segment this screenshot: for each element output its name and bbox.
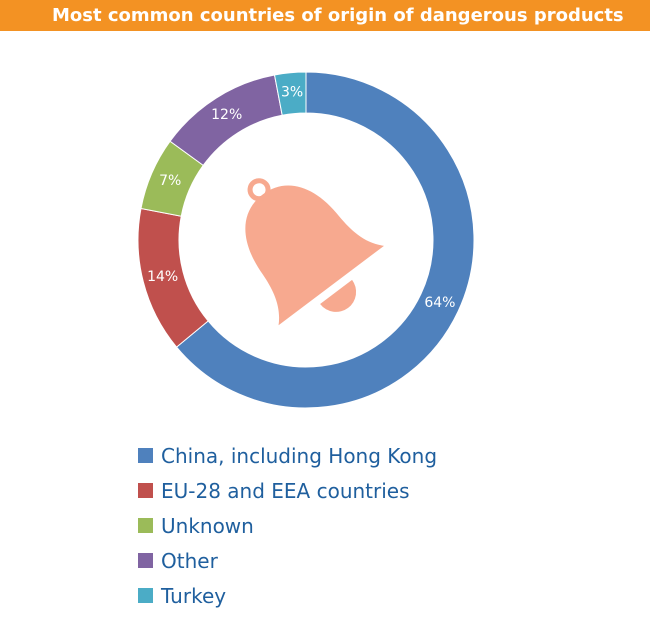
slice-labels: 64% 14% 7% 12% 3%: [147, 85, 455, 311]
donut-slices: [137, 71, 475, 409]
legend-item-turkey: Turkey: [138, 578, 437, 613]
slice-label-unknown: 7%: [159, 173, 181, 189]
legend-swatch: [138, 518, 153, 533]
chart-title: Most common countries of origin of dange…: [0, 0, 650, 31]
slice-china: [175, 71, 475, 409]
legend-label: Unknown: [161, 513, 254, 538]
legend-label: EU-28 and EEA countries: [161, 478, 410, 503]
bell-icon: [245, 178, 384, 326]
donut-chart: 64% 14% 7% 12% 3%: [137, 71, 475, 409]
legend-swatch: [138, 448, 153, 463]
legend: China, including Hong Kong EU-28 and EEA…: [138, 438, 437, 613]
legend-swatch: [138, 588, 153, 603]
legend-label: China, including Hong Kong: [161, 443, 438, 468]
legend-swatch: [138, 553, 153, 568]
legend-swatch: [138, 483, 153, 498]
legend-label: Other: [161, 548, 218, 573]
slice-label-turkey: 3%: [281, 85, 303, 101]
legend-item-eu28-eea: EU-28 and EEA countries: [138, 473, 437, 508]
slice-label-china: 64%: [424, 295, 455, 311]
legend-item-unknown: Unknown: [138, 508, 437, 543]
slice-label-other: 12%: [211, 107, 242, 123]
slice-turkey: [273, 71, 307, 116]
legend-item-china: China, including Hong Kong: [138, 438, 437, 473]
legend-item-other: Other: [138, 543, 437, 578]
legend-label: Turkey: [161, 583, 227, 608]
slice-label-eu28-eea: 14%: [147, 269, 178, 285]
